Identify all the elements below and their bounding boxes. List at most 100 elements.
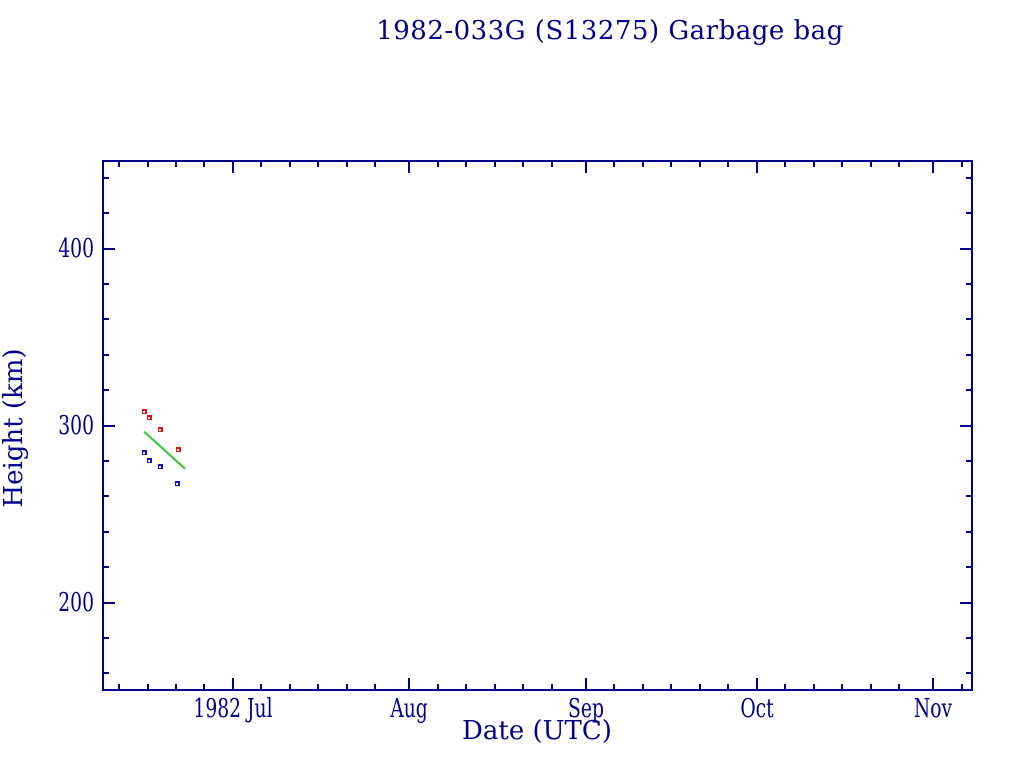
x-minor-tick-bottom [698,684,701,691]
x-minor-tick-bottom [812,684,815,691]
x-minor-tick-bottom [288,684,291,691]
x-minor-tick-bottom [436,684,439,691]
y-minor-tick-left [102,530,109,533]
x-minor-tick-top [613,160,616,167]
y-major-tick-left [102,424,115,427]
x-major-tick-top [755,160,758,173]
x-minor-tick-bottom [203,684,206,691]
data-point-perigee [158,463,164,469]
x-minor-tick-top [841,160,844,167]
y-minor-tick-left [102,495,109,498]
x-minor-tick-bottom [522,684,525,691]
x-minor-tick-bottom [345,684,348,691]
x-minor-tick-bottom [550,684,553,691]
x-major-tick-bottom [584,678,587,691]
y-minor-tick-right [966,353,973,356]
y-minor-tick-right [966,459,973,462]
y-tick-label: 200 [58,587,94,618]
y-minor-tick-right [966,389,973,392]
x-minor-tick-bottom [670,684,673,691]
x-major-tick-bottom [231,678,234,691]
x-minor-tick-top [812,160,815,167]
y-major-tick-right [960,601,973,604]
x-minor-tick-top [260,160,263,167]
x-minor-tick-bottom [317,684,320,691]
x-minor-tick-bottom [146,684,149,691]
x-minor-tick-bottom [869,684,872,691]
x-minor-tick-top [374,160,377,167]
y-minor-tick-right [966,318,973,321]
y-tick-label: 300 [58,410,94,441]
data-point-apogee [147,415,153,421]
y-minor-tick-right [966,636,973,639]
x-tick-label: Aug [390,694,429,724]
x-minor-tick-bottom [374,684,377,691]
x-major-tick-top [584,160,587,173]
y-minor-tick-right [966,282,973,285]
plot-area [102,160,973,691]
x-minor-tick-top [641,160,644,167]
x-minor-tick-top [698,160,701,167]
data-point-apogee [158,426,164,432]
x-minor-tick-bottom [841,684,844,691]
x-major-tick-top [231,160,234,173]
y-tick-label: 400 [58,233,94,264]
y-major-tick-right [960,247,973,250]
x-minor-tick-top [203,160,206,167]
x-minor-tick-top [118,160,121,167]
y-minor-tick-left [102,353,109,356]
x-tick-label: Oct [739,694,774,724]
data-point-apogee [142,408,148,414]
y-minor-tick-left [102,566,109,569]
x-minor-tick-bottom [784,684,787,691]
y-minor-tick-left [102,459,109,462]
x-minor-tick-bottom [727,684,730,691]
x-major-tick-bottom [755,678,758,691]
x-minor-tick-top [465,160,468,167]
y-minor-tick-right [966,530,973,533]
y-minor-tick-left [102,318,109,321]
x-tick-label: 1982 Jul [193,694,273,724]
x-minor-tick-top [960,160,963,167]
x-minor-tick-top [727,160,730,167]
y-minor-tick-right [966,495,973,498]
x-minor-tick-bottom [960,684,963,691]
chart-title: 1982-033G (S13275) Garbage bag [376,16,844,46]
x-minor-tick-top [493,160,496,167]
y-minor-tick-left [102,212,109,215]
y-minor-tick-left [102,282,109,285]
x-minor-tick-top [897,160,900,167]
x-minor-tick-top [436,160,439,167]
y-minor-tick-left [102,672,109,675]
x-minor-tick-bottom [897,684,900,691]
x-minor-tick-top [345,160,348,167]
data-point-perigee [142,450,148,456]
y-minor-tick-right [966,566,973,569]
x-minor-tick-bottom [118,684,121,691]
x-major-tick-top [932,160,935,173]
x-major-tick-bottom [408,678,411,691]
y-minor-tick-right [966,212,973,215]
x-minor-tick-bottom [641,684,644,691]
x-minor-tick-bottom [613,684,616,691]
x-minor-tick-bottom [175,684,177,691]
x-minor-tick-top [175,160,177,167]
y-minor-tick-left [102,389,109,392]
y-minor-tick-left [102,636,109,639]
y-minor-tick-right [966,176,973,179]
y-minor-tick-right [966,672,973,675]
x-minor-tick-top [784,160,787,167]
x-minor-tick-top [550,160,553,167]
x-minor-tick-bottom [465,684,468,691]
x-tick-label: Sep [567,694,604,724]
data-point-perigee [175,481,181,487]
y-major-tick-left [102,247,115,250]
y-axis-label: Height (km) [0,348,29,508]
y-minor-tick-left [102,176,109,179]
x-major-tick-top [408,160,411,173]
x-minor-tick-top [288,160,291,167]
x-minor-tick-top [869,160,872,167]
x-axis-label: Date (UTC) [462,716,612,746]
x-minor-tick-bottom [260,684,263,691]
